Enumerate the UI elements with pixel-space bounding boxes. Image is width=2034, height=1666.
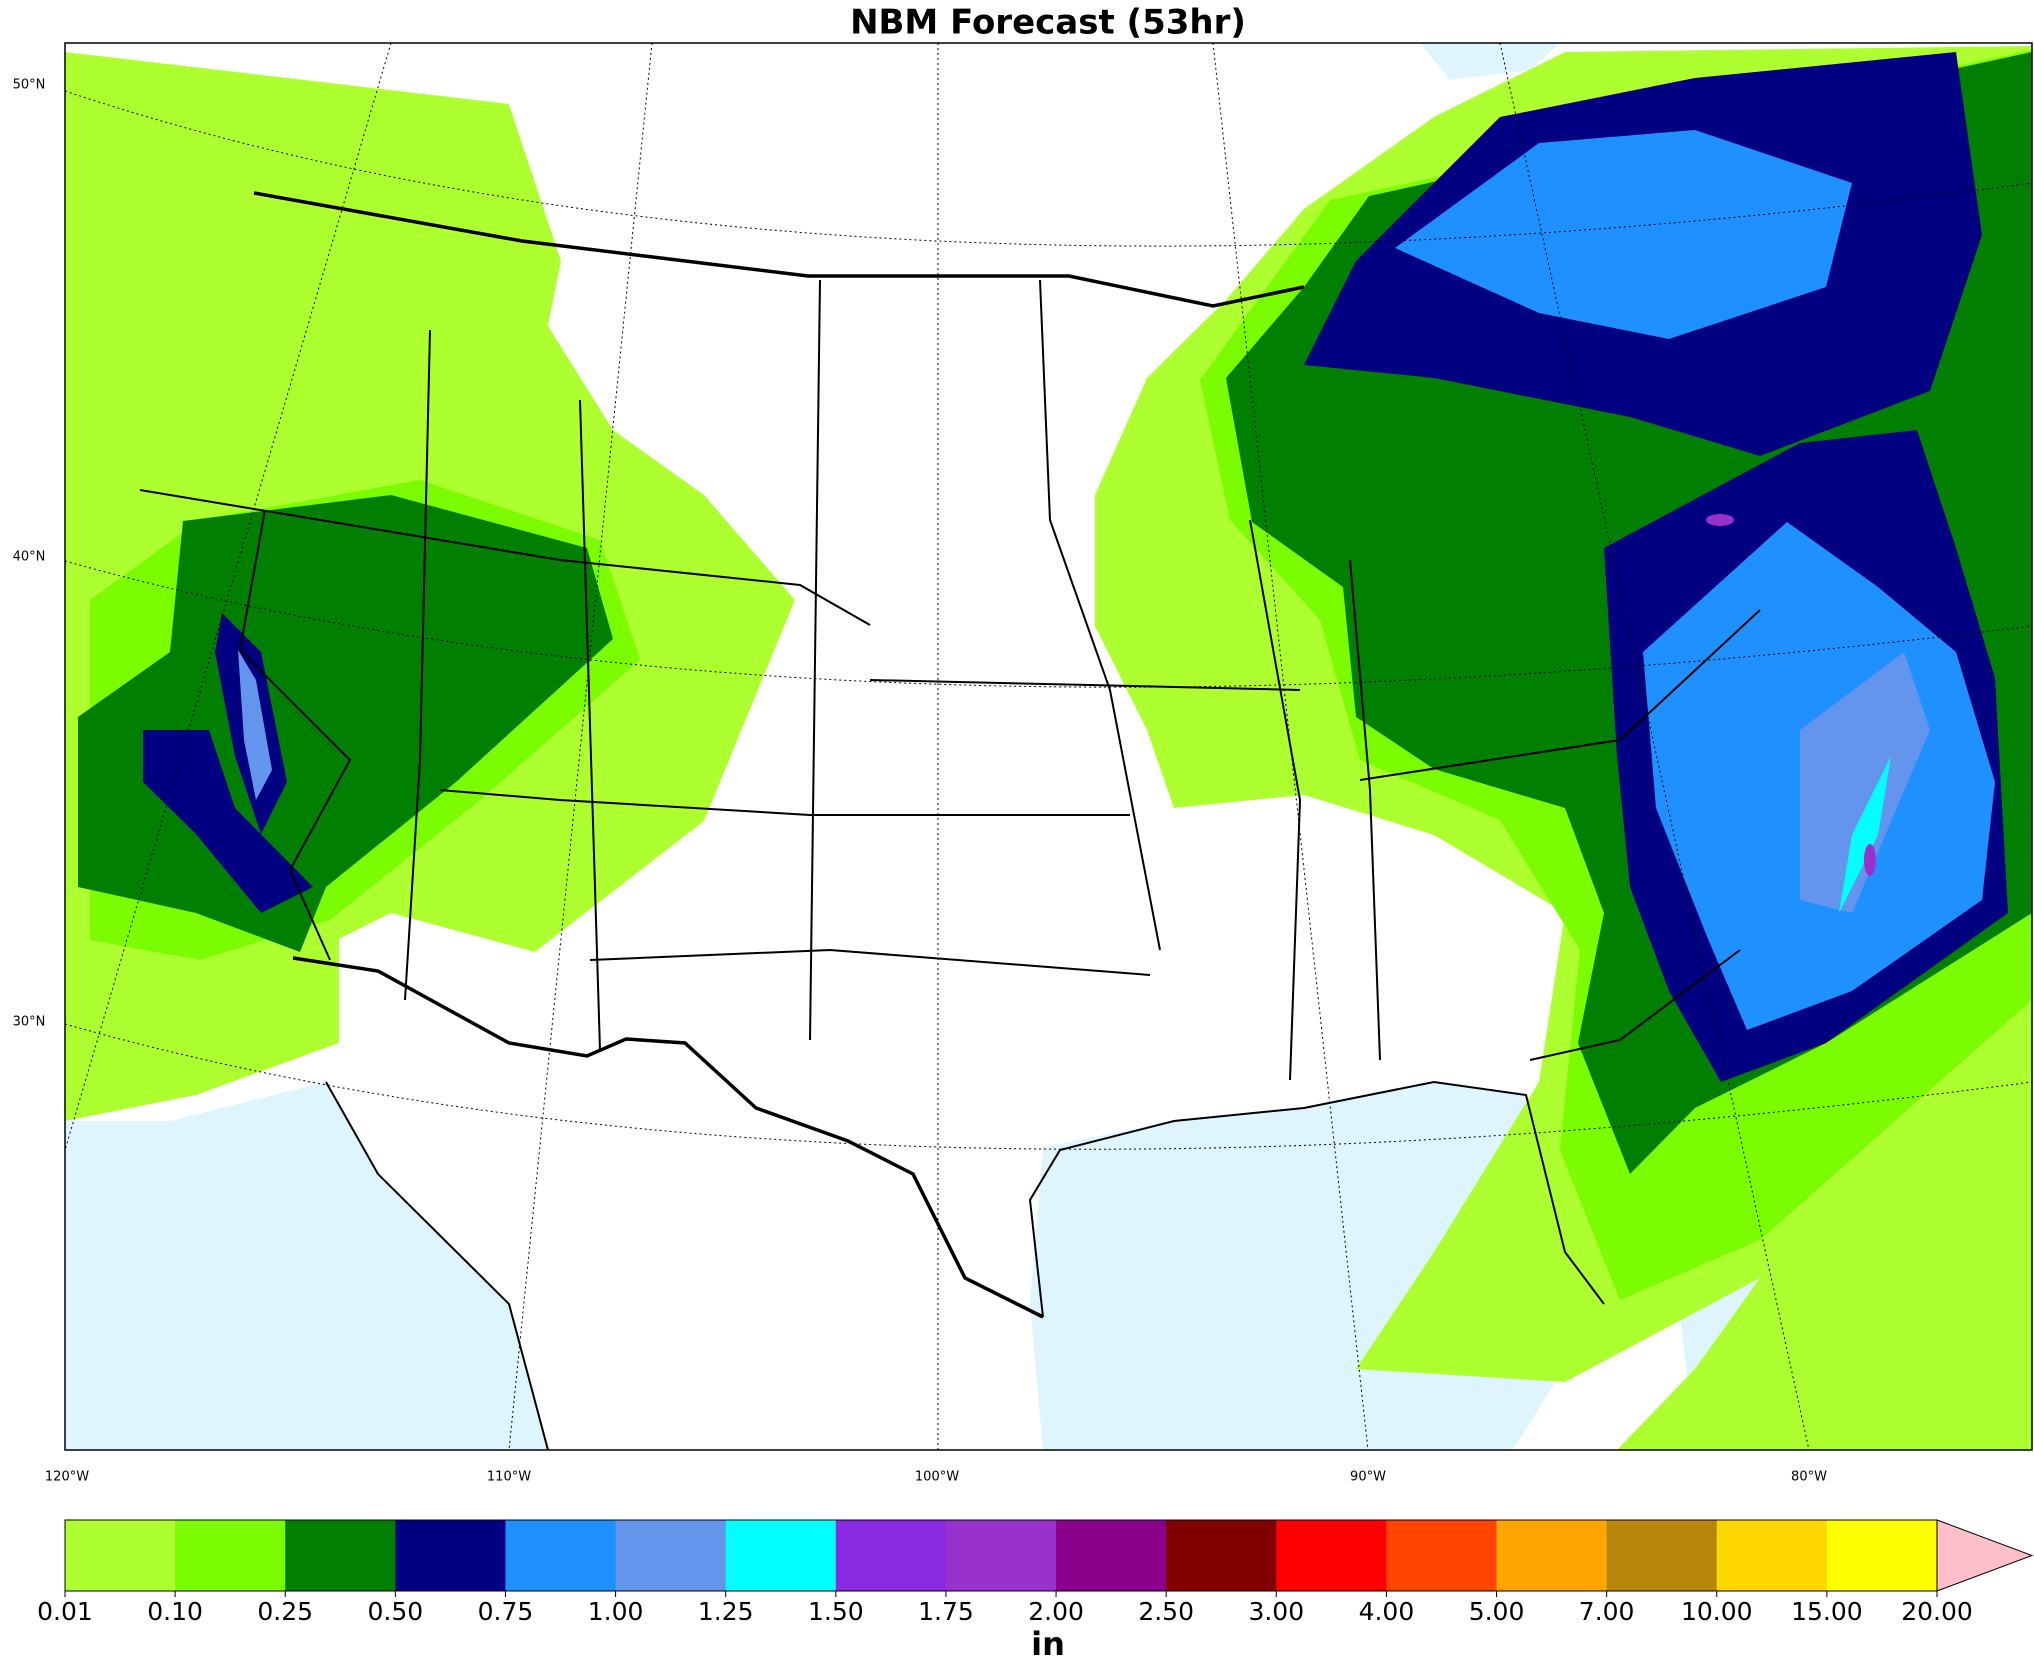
colorbar-bin xyxy=(1826,1520,1938,1591)
precip-purple xyxy=(1864,844,1876,876)
lat-label: 50°N xyxy=(13,78,46,93)
canada-border xyxy=(253,191,1305,308)
state-line xyxy=(1349,559,1381,1061)
colorbar-tick-label: 0.25 xyxy=(257,1597,313,1626)
lon-label: 80°W xyxy=(1791,1470,1827,1485)
colorbar-bin xyxy=(1056,1520,1167,1591)
colorbar-tick-label: 2.50 xyxy=(1138,1597,1194,1626)
precip-sierra-core xyxy=(238,650,272,800)
colorbar-tick-label: 1.00 xyxy=(588,1597,644,1626)
colorbar-tick-label: 0.10 xyxy=(147,1597,203,1626)
colorbar-bin xyxy=(505,1520,617,1591)
state-line xyxy=(1359,609,1761,781)
colorbar-tick-label: 10.00 xyxy=(1681,1597,1753,1626)
state-line xyxy=(238,509,352,961)
colorbar-bin xyxy=(1166,1520,1277,1591)
colorbar-bin xyxy=(1496,1520,1608,1591)
colorbar-tick-label: 20.00 xyxy=(1901,1597,1973,1626)
precip-north-blue xyxy=(1395,130,1852,339)
colorbar-tick-label: 1.25 xyxy=(698,1597,754,1626)
colorbar-tick-label: 4.00 xyxy=(1359,1597,1415,1626)
colorbar-tick-label: 0.75 xyxy=(478,1597,534,1626)
colorbar-bin xyxy=(285,1520,396,1591)
precip-coast-cyan xyxy=(1839,756,1891,913)
colorbar-bin xyxy=(945,1520,1057,1591)
lon-label: 100°W xyxy=(915,1470,959,1485)
precip-purple xyxy=(1706,514,1734,526)
graticule xyxy=(1212,43,1369,1450)
colorbar-label: in xyxy=(1031,1625,1065,1663)
lon-label: 120°W xyxy=(45,1470,89,1485)
colorbar-bin xyxy=(65,1520,176,1591)
colorbar-bin xyxy=(395,1520,506,1591)
graticule xyxy=(1499,43,1810,1450)
colorbar-tick-label: 1.75 xyxy=(918,1597,974,1626)
lon-label: 90°W xyxy=(1350,1470,1386,1485)
colorbar-bin xyxy=(1276,1520,1387,1591)
map xyxy=(65,43,2032,1450)
graticule xyxy=(508,43,653,1450)
colorbar-bin xyxy=(725,1520,837,1591)
colorbar-tick-label: 15.00 xyxy=(1791,1597,1863,1626)
colorbar-bin xyxy=(1606,1520,1718,1591)
state-line xyxy=(869,679,1301,691)
pacific-ocean xyxy=(65,1082,548,1450)
state-line xyxy=(809,279,821,1041)
state-line xyxy=(1529,949,1741,1061)
state-line xyxy=(404,329,431,1001)
map-frame xyxy=(64,42,2033,1451)
graticule xyxy=(65,90,2032,247)
colorbar-bin xyxy=(835,1520,947,1591)
title: NBM Forecast (53hr) xyxy=(850,3,1246,43)
colorbar: 0.01 0.10 0.25 0.50 0.75 1.00 1.25 1.50 1.75 2.00… xyxy=(37,1519,2034,1626)
graticule xyxy=(65,43,392,1151)
state-line xyxy=(139,489,871,626)
state-line xyxy=(1039,279,1161,951)
coastline xyxy=(1028,1080,1605,1318)
colorbar-bin xyxy=(1386,1520,1498,1591)
state-line xyxy=(1249,519,1302,1081)
precip-west-navy xyxy=(143,730,313,913)
lat-label: 40°N xyxy=(13,550,46,565)
coastline xyxy=(325,1081,549,1450)
lon-label: 110°W xyxy=(487,1470,531,1485)
colorbar-bin xyxy=(1716,1520,1828,1591)
colorbar-tick-label: 0.50 xyxy=(368,1597,424,1626)
colorbar-tick-label: 7.00 xyxy=(1579,1597,1635,1626)
colorbar-tick-label: 2.00 xyxy=(1028,1597,1084,1626)
precip-coast-cornflower xyxy=(1800,652,1930,913)
state-line xyxy=(579,399,601,1051)
colorbar-tick-label: 1.50 xyxy=(808,1597,864,1626)
colorbar-tick-label: 3.00 xyxy=(1248,1597,1304,1626)
colorbar-bin xyxy=(615,1520,727,1591)
colorbar-tick-label: 5.00 xyxy=(1469,1597,1525,1626)
lat-label: 30°N xyxy=(13,1015,46,1030)
state-line xyxy=(439,789,1130,816)
hudson-bay xyxy=(1420,43,1560,80)
colorbar-tick-label: 0.01 xyxy=(37,1597,93,1626)
colorbar-extension xyxy=(1936,1519,2034,1592)
colorbar-bin xyxy=(175,1520,286,1591)
state-line xyxy=(589,948,1151,976)
colorbar-frame xyxy=(64,1519,1938,1592)
mexico-border xyxy=(292,956,1044,1319)
